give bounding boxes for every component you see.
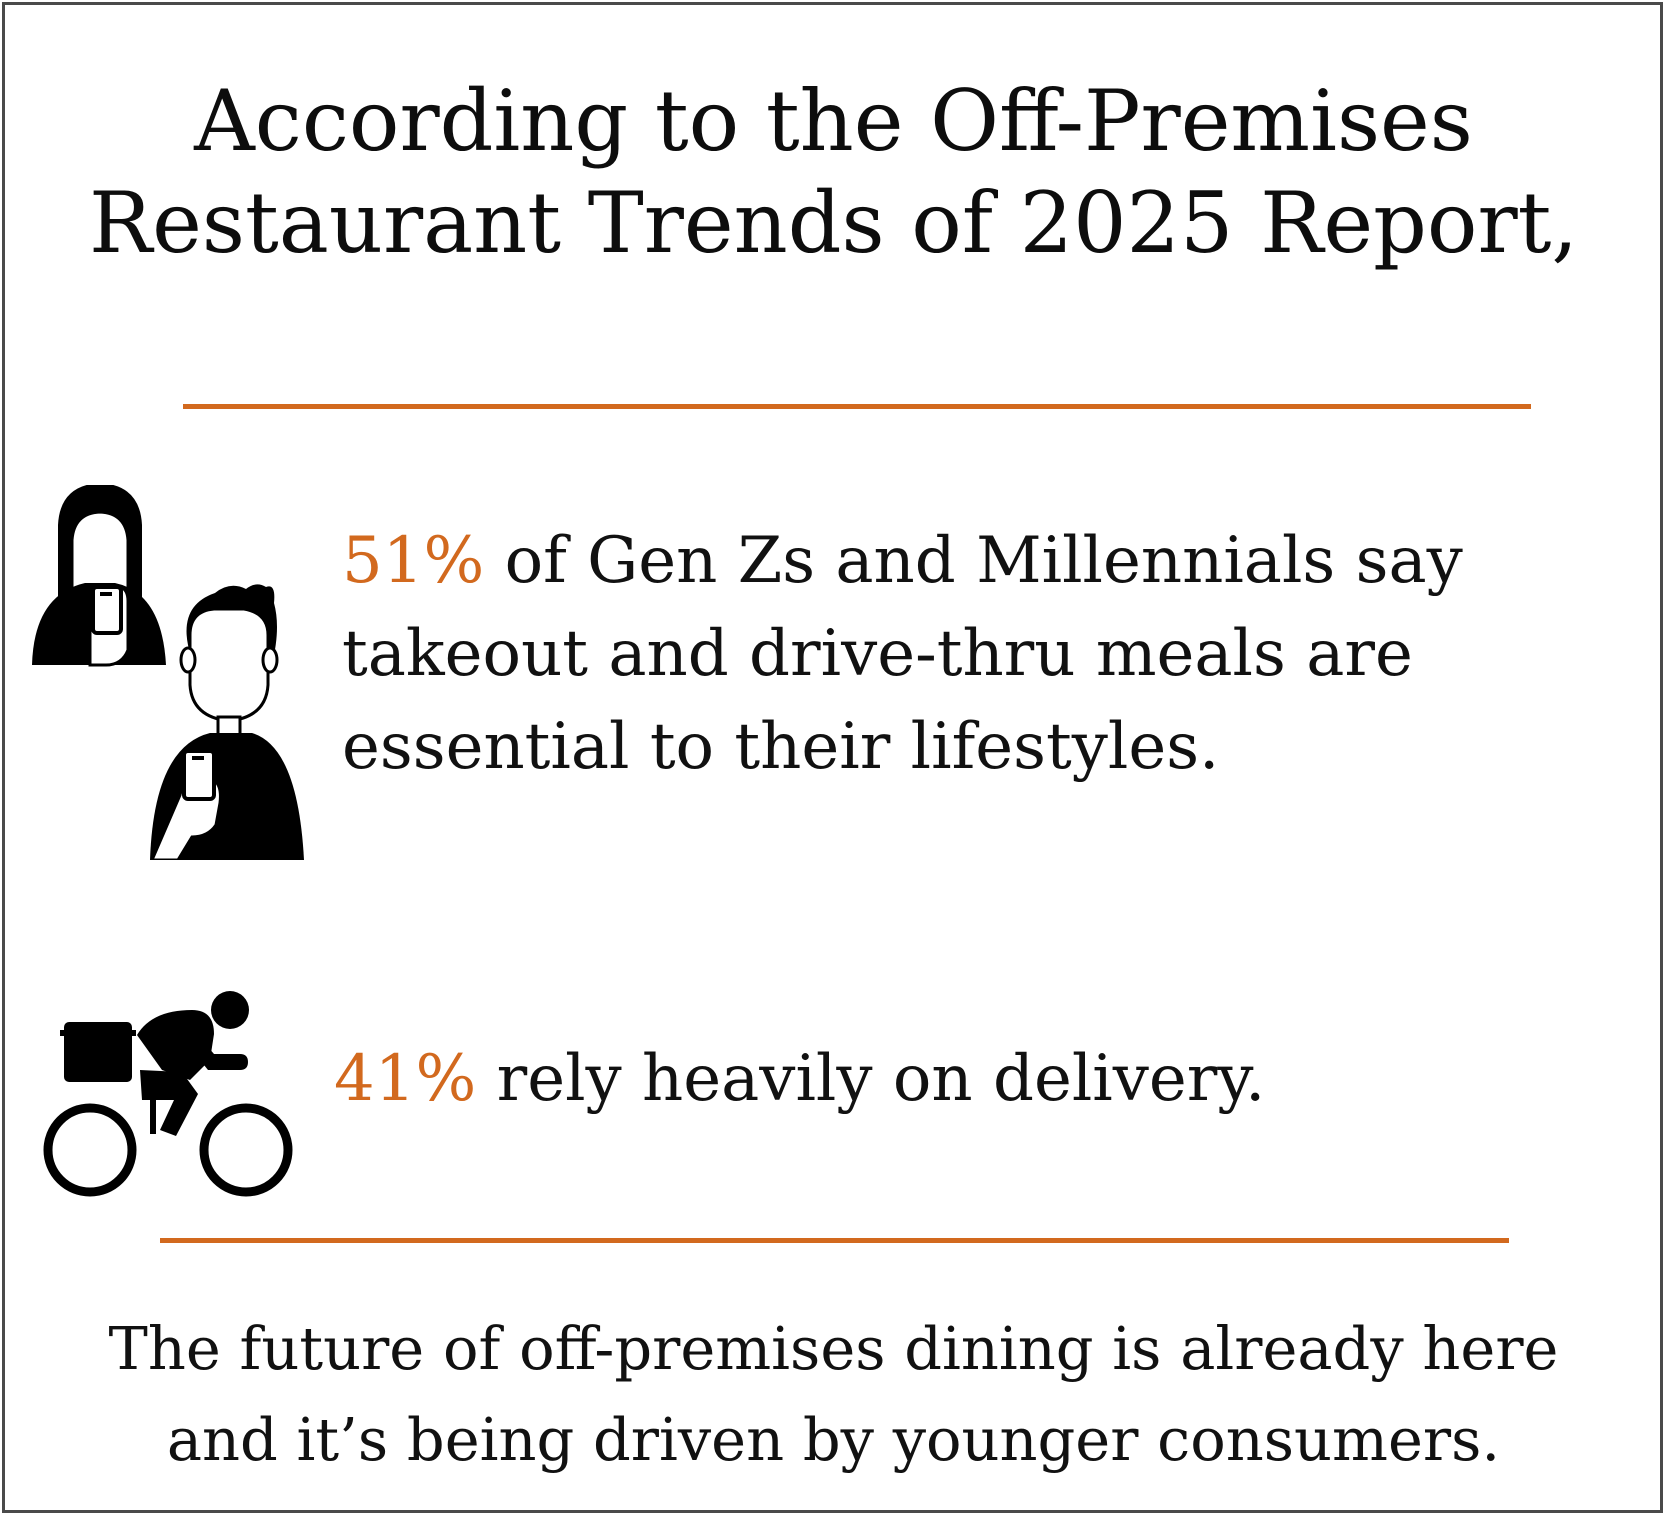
stat-description: rely heavily on delivery. — [496, 1042, 1266, 1116]
bottom-divider — [160, 1238, 1509, 1243]
closing-statement: The future of off-premises dining is alr… — [0, 1303, 1667, 1485]
closing-line-1: The future of off-premises dining is alr… — [108, 1314, 1559, 1383]
title-line-1: According to the Off-Premises — [194, 72, 1473, 170]
delivery-cyclist-icon — [43, 991, 293, 1197]
stat-percent: 41% — [334, 1042, 477, 1116]
stat-delivery: 41% rely heavily on delivery. — [334, 1033, 1574, 1126]
stat-percent: 51% — [342, 524, 485, 598]
stat-description: of Gen Zs and Millennials say takeout an… — [342, 524, 1463, 784]
young-people-with-phones-icon — [32, 485, 304, 860]
title-line-2: Restaurant Trends of 2025 Report, — [88, 174, 1579, 272]
closing-line-2: and it’s being driven by younger consume… — [166, 1405, 1501, 1474]
page-title: According to the Off-Premises Restaurant… — [0, 70, 1667, 274]
top-divider — [183, 404, 1531, 409]
stat-gen-z-millennials: 51% of Gen Zs and Millennials say takeou… — [342, 515, 1582, 794]
